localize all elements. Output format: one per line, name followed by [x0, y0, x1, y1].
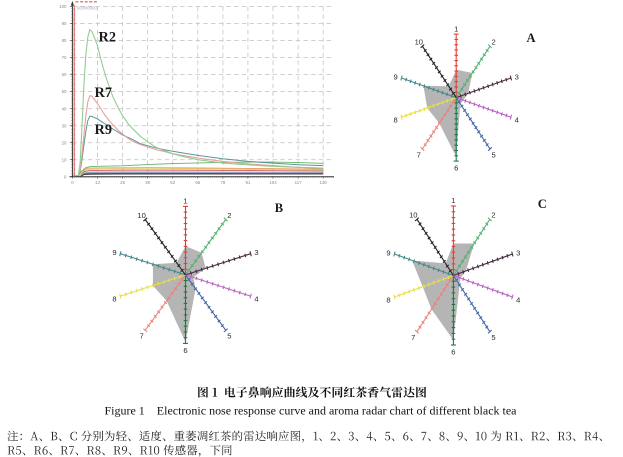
svg-text:6: 6	[454, 164, 458, 173]
svg-text:8: 8	[386, 295, 390, 304]
svg-text:10: 10	[409, 211, 417, 220]
svg-text:2: 2	[227, 211, 231, 220]
svg-text:50: 50	[62, 89, 67, 94]
svg-text:9: 9	[112, 248, 116, 257]
svg-text:1: 1	[451, 196, 455, 205]
svg-text:52: 52	[170, 180, 175, 185]
svg-text:R9: R9	[95, 122, 112, 138]
svg-text:10: 10	[415, 38, 423, 47]
svg-text:10: 10	[137, 211, 145, 220]
svg-text:10: 10	[62, 157, 67, 162]
svg-text:100: 100	[59, 4, 67, 9]
svg-text:90: 90	[62, 21, 67, 26]
svg-text:130: 130	[320, 180, 328, 185]
svg-text:7: 7	[411, 333, 415, 342]
svg-text:4: 4	[515, 116, 519, 125]
svg-text:2: 2	[491, 38, 495, 47]
svg-text:70: 70	[62, 55, 67, 60]
svg-text:B: B	[275, 201, 283, 215]
svg-text:9: 9	[386, 249, 390, 258]
svg-text:R7: R7	[95, 85, 112, 101]
svg-text:1: 1	[183, 197, 187, 206]
svg-text:39: 39	[145, 180, 150, 185]
svg-text:9: 9	[393, 73, 397, 82]
svg-text:Figure 1 Electronic nose re: Figure 1 Electronic nose response curve …	[105, 405, 517, 418]
svg-text:5: 5	[227, 332, 231, 341]
svg-text:6: 6	[451, 348, 455, 357]
svg-text:20: 20	[62, 140, 67, 145]
svg-text:4: 4	[516, 295, 520, 304]
svg-text:7: 7	[139, 332, 143, 341]
svg-text:S00/00000: S00/00000	[77, 5, 98, 10]
svg-text:7: 7	[417, 150, 421, 159]
svg-text:C: C	[538, 197, 547, 211]
svg-text:91: 91	[245, 180, 250, 185]
svg-text:4: 4	[254, 294, 258, 303]
svg-text:117: 117	[295, 180, 303, 185]
svg-text:8: 8	[112, 294, 116, 303]
svg-text:104: 104	[269, 180, 277, 185]
svg-text:3: 3	[515, 73, 519, 82]
svg-text:60: 60	[62, 72, 67, 77]
svg-text:65: 65	[195, 180, 200, 185]
svg-text:1: 1	[454, 24, 458, 33]
svg-text:A: A	[527, 31, 536, 45]
svg-text:R2: R2	[99, 30, 116, 46]
svg-text:8: 8	[393, 116, 397, 125]
svg-text:6: 6	[183, 346, 187, 355]
svg-text:0: 0	[71, 180, 74, 185]
svg-text:5: 5	[491, 150, 495, 159]
svg-text:0: 0	[64, 174, 67, 179]
svg-text:26: 26	[120, 180, 125, 185]
svg-text:2: 2	[491, 211, 495, 220]
svg-text:3: 3	[516, 249, 520, 258]
svg-text:80: 80	[62, 38, 67, 43]
svg-text:40: 40	[62, 106, 67, 111]
svg-text:3: 3	[254, 248, 258, 257]
svg-text:30: 30	[62, 123, 67, 128]
svg-text:13: 13	[95, 180, 100, 185]
svg-text:78: 78	[220, 180, 225, 185]
svg-text:5: 5	[491, 333, 495, 342]
